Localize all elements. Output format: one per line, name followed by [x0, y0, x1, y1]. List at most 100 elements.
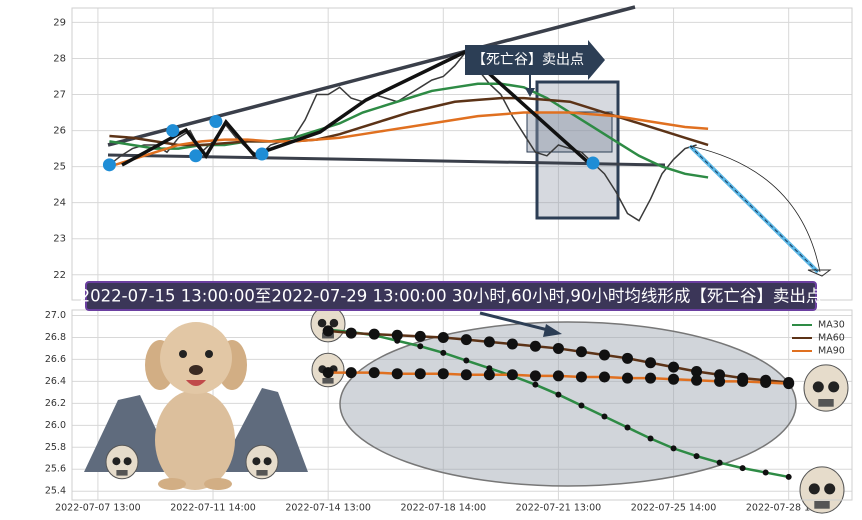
- marker: [255, 147, 269, 161]
- wave-line: [121, 49, 592, 167]
- point: [737, 375, 749, 387]
- y-tick-label: 23: [53, 234, 66, 245]
- point: [391, 368, 403, 380]
- point: [552, 370, 564, 382]
- point: [391, 329, 403, 341]
- dog-body: [155, 390, 235, 490]
- point: [668, 361, 680, 373]
- legend-label: MA60: [818, 333, 845, 344]
- point: [760, 376, 772, 388]
- dog-head: [160, 322, 232, 394]
- skull-eye: [808, 483, 820, 495]
- point: [714, 375, 726, 387]
- y-tick-label: 26.8: [45, 332, 66, 343]
- x-tick-label: 2022-07-28 13:00: [746, 503, 832, 514]
- skull-eye: [812, 381, 824, 393]
- point: [578, 402, 585, 409]
- skull-teeth: [814, 501, 830, 509]
- y-tick-label: 25.6: [45, 464, 66, 475]
- y-tick-label: 26: [53, 126, 66, 137]
- point: [621, 372, 633, 384]
- point: [368, 328, 380, 340]
- highlight-ellipse: [339, 321, 797, 487]
- skull-teeth: [116, 470, 128, 476]
- skull-eye: [252, 457, 261, 466]
- dog-mouth: [186, 380, 206, 386]
- point: [417, 343, 424, 350]
- point: [716, 459, 723, 466]
- point: [601, 413, 608, 420]
- point: [460, 334, 472, 346]
- skull: [799, 466, 845, 514]
- annotation-pointer-head: [525, 88, 535, 97]
- y-tick-label: 26.6: [45, 354, 66, 365]
- point: [624, 424, 631, 431]
- point: [693, 453, 700, 460]
- point: [345, 367, 357, 379]
- forecast-arc: [689, 145, 821, 273]
- point: [322, 325, 334, 337]
- y-tick-label: 28: [53, 53, 66, 64]
- point: [414, 330, 426, 342]
- dog-paw: [158, 478, 186, 490]
- skull-eye: [828, 381, 840, 393]
- skull: [803, 364, 849, 412]
- dog: [145, 322, 247, 490]
- dog-nose: [189, 365, 203, 375]
- y-tick-label: 22: [53, 270, 66, 281]
- point: [532, 381, 539, 388]
- y-tick-label: 25.8: [45, 442, 66, 453]
- marker: [102, 158, 116, 172]
- x-tick-label: 2022-07-18 14:00: [400, 503, 486, 514]
- skull-eye: [317, 318, 327, 328]
- point: [437, 331, 449, 343]
- series-line: [109, 111, 709, 168]
- point: [598, 349, 610, 361]
- banner: [85, 281, 817, 311]
- point: [440, 349, 447, 356]
- x-tick-label: 2022-07-11 14:00: [170, 503, 256, 514]
- point: [668, 373, 680, 385]
- point: [739, 465, 746, 472]
- point: [647, 435, 654, 442]
- resistance-line: [107, 5, 636, 147]
- y-tick-label: 26.4: [45, 376, 66, 387]
- point: [345, 327, 357, 339]
- y-tick-label: 27: [53, 90, 66, 101]
- point: [670, 445, 677, 452]
- y-tick-label: 24: [53, 198, 66, 209]
- point: [555, 391, 562, 398]
- forecast-end: [807, 269, 832, 277]
- point: [621, 352, 633, 364]
- marker: [209, 115, 223, 129]
- skull: [105, 444, 139, 480]
- mountain: [84, 395, 176, 472]
- x-tick-label: 2022-07-21 13:00: [516, 503, 602, 514]
- series-line: [108, 49, 697, 222]
- legend-label: MA90: [818, 346, 845, 357]
- skull-eye: [263, 457, 272, 466]
- point: [783, 378, 795, 390]
- series-line: [109, 96, 709, 147]
- skull-teeth: [256, 470, 268, 476]
- banner-text: 2022-07-15 13:00:00至2022-07-29 13:00:00 …: [80, 287, 823, 306]
- point: [483, 369, 495, 381]
- marker: [586, 156, 600, 170]
- point: [598, 371, 610, 383]
- point: [762, 469, 769, 476]
- point: [506, 338, 518, 350]
- dog-eye: [179, 350, 187, 358]
- y-tick-label: 29: [53, 17, 66, 28]
- skull-eye: [123, 457, 132, 466]
- point: [645, 372, 657, 384]
- point: [460, 369, 472, 381]
- x-tick-label: 2022-07-14 13:00: [285, 503, 371, 514]
- x-tick-label: 2022-07-07 13:00: [55, 503, 141, 514]
- marker: [166, 124, 180, 138]
- banner-arrow: [479, 311, 553, 333]
- skull-eye: [824, 483, 836, 495]
- point: [645, 357, 657, 369]
- point: [785, 473, 792, 480]
- legend-label: MA30: [818, 320, 845, 331]
